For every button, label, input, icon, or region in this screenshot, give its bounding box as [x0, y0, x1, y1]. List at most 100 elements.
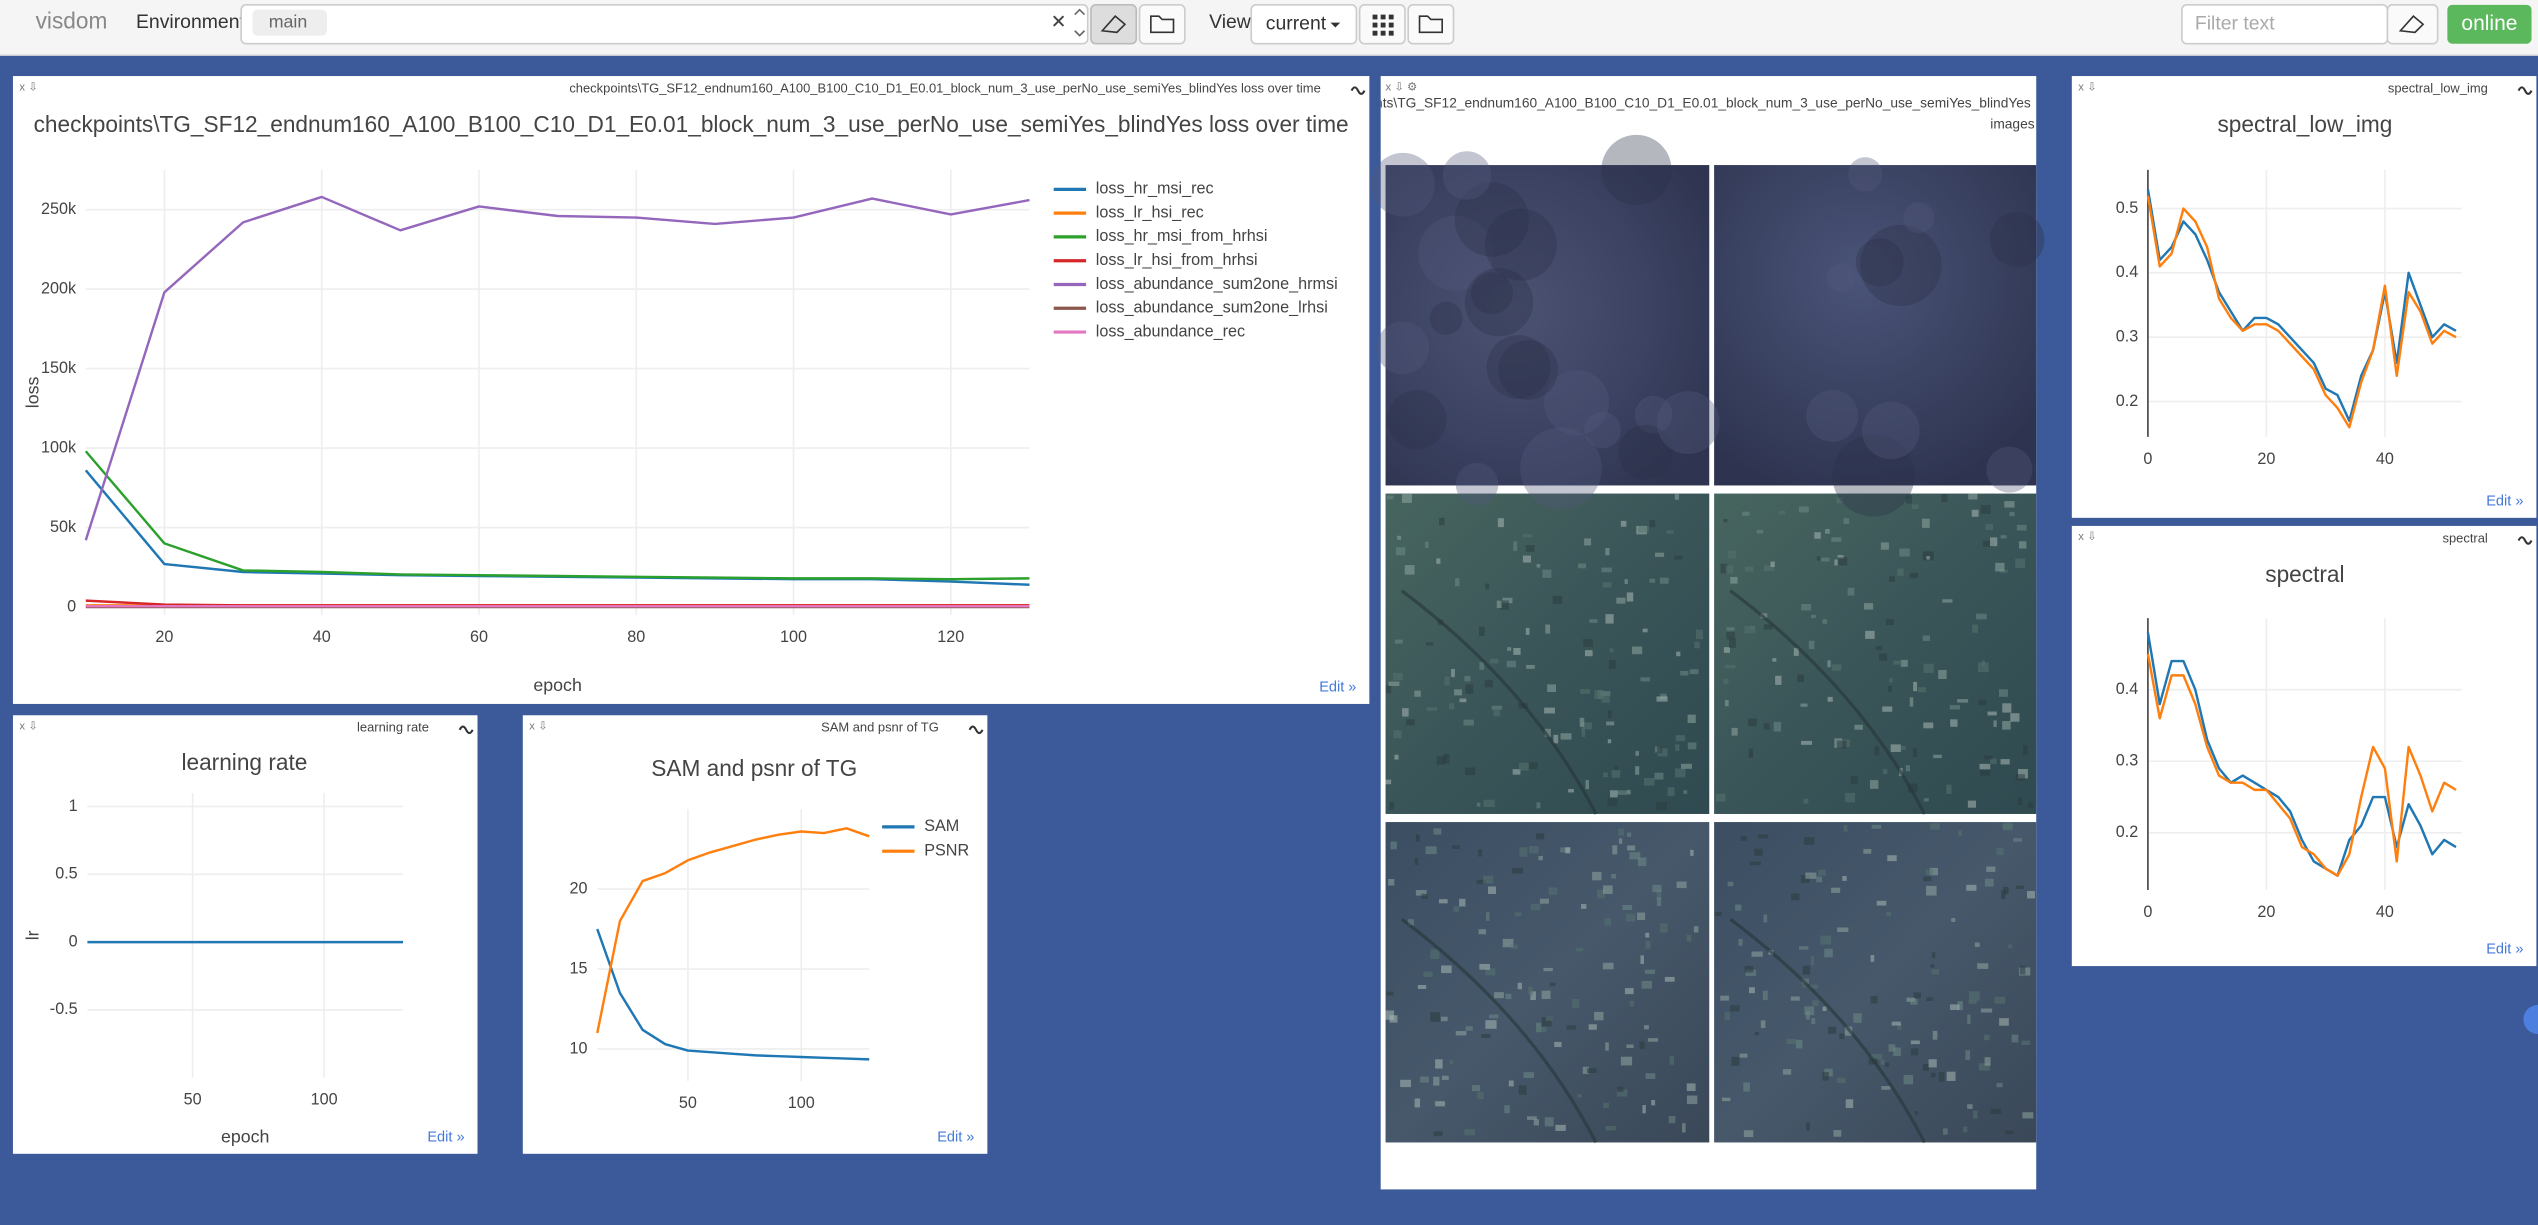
texture-dot [1871, 1054, 1883, 1060]
filter-clear-button[interactable] [2386, 4, 2439, 45]
pane-icon[interactable] [1350, 86, 1366, 95]
texture-dot [1714, 912, 1722, 917]
pane-controls[interactable]: x ⇩ [2078, 531, 2096, 543]
environment-chip[interactable] [252, 9, 327, 36]
pane-icon[interactable] [2517, 86, 2533, 95]
texture-dot [1808, 984, 1818, 989]
texture-dot [1675, 735, 1686, 742]
eraser-button[interactable] [1090, 4, 1138, 45]
texture-dot [1845, 1099, 1854, 1109]
folder-button[interactable] [1407, 4, 1455, 45]
texture-blob [1429, 301, 1463, 335]
texture-dot [1831, 537, 1842, 542]
texture-dot [1800, 875, 1810, 883]
edit-link[interactable]: Edit » [937, 1129, 974, 1145]
texture-dot [1386, 685, 1392, 694]
texture-dot [1978, 699, 1987, 706]
view-select[interactable] [1250, 4, 1358, 45]
texture-blob [1806, 389, 1859, 442]
texture-dot [1725, 565, 1734, 574]
texture-dot [1748, 987, 1755, 994]
texture-dot [1635, 751, 1639, 756]
texture-dot [1417, 984, 1427, 990]
texture-dot [1870, 995, 1878, 1004]
image-tile [1714, 822, 2037, 1143]
texture-dot [1602, 582, 1612, 588]
edit-link[interactable]: Edit » [2486, 493, 2523, 509]
y-tick-label: 0.2 [2116, 823, 2138, 841]
texture-dot [1544, 707, 1555, 714]
pane-controls[interactable]: x ⇩ [19, 81, 37, 93]
edit-link[interactable]: Edit » [1319, 680, 1356, 696]
texture-dot [1957, 1001, 1963, 1011]
texture-dot [1800, 703, 1808, 707]
edit-link[interactable]: Edit » [2486, 942, 2523, 958]
texture-dot [1687, 714, 1696, 724]
texture-dot [2018, 768, 2028, 779]
pane-title: checkpoints\TG_SF12_endnum160_A100_B100_… [1321, 95, 2035, 131]
environment-chip-label[interactable]: main [269, 11, 308, 31]
texture-dot [1946, 1071, 1956, 1081]
texture-dot [1854, 724, 1863, 730]
filter-placeholder[interactable]: Filter text [2195, 12, 2275, 34]
chart-pane: x ⇩ checkpoints\TG_SF12_endnum160_A100_B1… [12, 76, 1370, 704]
texture-dot [1438, 899, 1448, 904]
image-tile [1385, 165, 1710, 486]
y-axis-title: loss [23, 377, 43, 409]
edit-link[interactable]: Edit » [427, 1129, 464, 1145]
environment-select[interactable] [240, 4, 1089, 45]
texture-dot [1675, 768, 1686, 778]
view-select-label[interactable]: current [1266, 12, 1327, 34]
texture-dot [1724, 664, 1736, 669]
texture-dot [1996, 847, 2004, 855]
texture-dot [1998, 689, 2008, 697]
texture-dot [1542, 569, 1552, 578]
texture-dot [1689, 669, 1699, 675]
chart-pane: x ⇩ spectral Edit » spectral 0 20 40 0.2 0.3 0.4 [2071, 525, 2537, 967]
pane-controls[interactable]: x ⇩ ⚙ [1386, 81, 1418, 93]
texture-dot [1783, 1069, 1792, 1075]
pane-controls[interactable]: x ⇩ [19, 721, 37, 733]
texture-blob [1486, 335, 1551, 399]
texture-dot [1622, 904, 1633, 910]
pane-controls[interactable]: x ⇩ [2078, 81, 2096, 93]
texture-dot [1668, 1116, 1676, 1124]
y-tick-label: 0 [69, 932, 78, 950]
scroll-handle[interactable] [2523, 1004, 2538, 1035]
status-label[interactable]: online [2461, 12, 2517, 35]
texture-dot [1922, 1063, 1930, 1071]
texture-dot [1433, 1131, 1443, 1137]
texture-dot [1478, 849, 1483, 857]
texture-dot [1596, 889, 1605, 899]
spin-icon[interactable] [1074, 8, 1086, 37]
legend-label: loss_hr_msi_rec [1096, 180, 1214, 198]
texture-dot [1811, 1017, 1816, 1025]
pane-controls[interactable]: x ⇩ [529, 721, 547, 733]
texture-dot [1727, 881, 1734, 887]
y-tick-label: -0.5 [50, 1000, 78, 1018]
texture-dot [1869, 780, 1879, 789]
texture-dot [1971, 509, 1979, 517]
texture-dot [1607, 739, 1612, 744]
folder-button[interactable] [1138, 4, 1186, 45]
texture-dot [1881, 1086, 1891, 1090]
status-button[interactable] [2447, 4, 2532, 44]
x-tick-label: 50 [184, 1091, 202, 1109]
texture-dot [1726, 627, 1735, 631]
texture-dot [1479, 626, 1485, 636]
texture-dot [2002, 721, 2011, 730]
pane-icon[interactable] [968, 725, 984, 735]
texture-dot [1990, 537, 1998, 547]
image-pane: x ⇩ ⚙ checkpoints\TG_SF12_endnum160_A100… [1321, 76, 2045, 1190]
texture-dot [1605, 547, 1610, 556]
texture-road [1400, 917, 1598, 1144]
pane-header: spectral [2443, 530, 2488, 545]
pane-icon[interactable] [458, 725, 474, 735]
texture-dot [2004, 501, 2015, 508]
texture-dot [1526, 664, 1535, 669]
texture-dot [1923, 663, 1934, 673]
clear-icon[interactable] [1053, 15, 1065, 27]
texture-dot [1827, 660, 1831, 668]
pane-icon[interactable] [2517, 536, 2533, 545]
